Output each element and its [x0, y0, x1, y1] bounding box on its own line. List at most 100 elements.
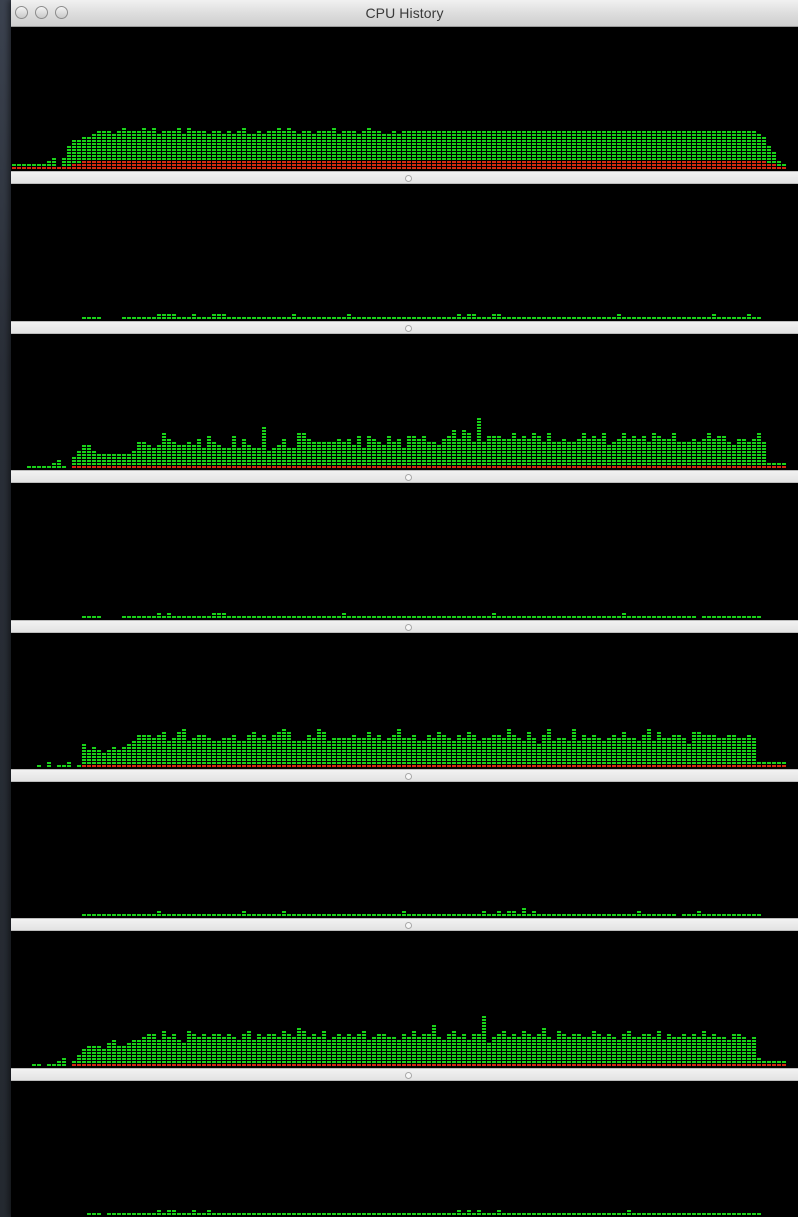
cpu-bar-core3-144	[732, 445, 736, 468]
cpu-bar-core8-118	[602, 1213, 606, 1215]
panel-splitter-3[interactable]	[11, 470, 798, 483]
cpu-bar-core3-26	[142, 442, 146, 468]
cpu-bar-core7-40	[212, 1034, 216, 1066]
cpu-bar-core1-15	[87, 137, 91, 169]
cpu-bar-core4-58	[302, 616, 306, 618]
cpu-bar-core7-39	[207, 1037, 211, 1066]
panel-splitter-2[interactable]	[11, 321, 798, 334]
cpu-bar-core8-121	[617, 1213, 621, 1215]
cpu-bar-core7-146	[742, 1037, 746, 1066]
cpu-bar-core2-72	[372, 317, 376, 319]
cpu-bar-core6-15	[87, 914, 91, 916]
cpu-bar-core5-61	[317, 729, 321, 767]
cpu-bar-core6-67	[347, 914, 351, 916]
cpu-bar-core4-108	[552, 616, 556, 618]
splitter-handle-icon[interactable]	[405, 624, 412, 631]
cpu-bar-core4-30	[162, 616, 166, 618]
splitter-handle-icon[interactable]	[405, 175, 412, 182]
cpu-bar-core8-21	[117, 1213, 121, 1215]
cpu-bar-core1-60	[312, 134, 316, 169]
cpu-bar-core4-147	[747, 616, 751, 618]
cpu-bar-core3-151	[767, 463, 771, 468]
cpu-core-chart-6	[11, 782, 798, 918]
cpu-bar-core7-106	[542, 1028, 546, 1066]
cpu-core-panel-2	[11, 184, 798, 321]
cpu-bar-core5-74	[382, 741, 386, 767]
cpu-bar-core2-64	[332, 317, 336, 319]
cpu-bar-core4-66	[342, 613, 346, 618]
cpu-bar-core3-66	[342, 442, 346, 468]
cpu-bar-core2-147	[747, 314, 751, 319]
splitter-handle-icon[interactable]	[405, 474, 412, 481]
cpu-bar-core4-132	[672, 616, 676, 618]
cpu-bar-core4-93	[477, 616, 481, 618]
cpu-bar-core2-70	[362, 317, 366, 319]
panel-splitter-1[interactable]	[11, 171, 798, 184]
panel-splitter-4[interactable]	[11, 620, 798, 633]
cpu-bar-core4-135	[687, 616, 691, 618]
cpu-bar-core6-100	[512, 911, 516, 916]
panel-splitter-5[interactable]	[11, 769, 798, 782]
cpu-bar-core4-28	[152, 616, 156, 618]
cpu-bar-core7-61	[317, 1037, 321, 1066]
cpu-bar-core5-106	[542, 735, 546, 767]
cpu-bar-core8-45	[237, 1213, 241, 1215]
cpu-bar-core1-82	[422, 131, 426, 169]
cpu-bar-core3-62	[322, 442, 326, 468]
cpu-bar-core7-84	[432, 1025, 436, 1066]
cpu-bar-core2-93	[477, 317, 481, 319]
cpu-bar-core8-35	[187, 1213, 191, 1215]
cpu-bar-core7-152	[772, 1061, 776, 1066]
splitter-handle-icon[interactable]	[405, 922, 412, 929]
cpu-bar-core1-65	[337, 134, 341, 169]
cpu-bar-core3-105	[537, 436, 541, 468]
close-window-button[interactable]	[15, 6, 28, 19]
cpu-bar-core4-55	[287, 616, 291, 618]
cpu-bar-core7-107	[547, 1037, 551, 1066]
cpu-bar-core2-82	[422, 317, 426, 319]
cpu-bar-core1-152	[772, 152, 776, 169]
panel-splitter-6[interactable]	[11, 918, 798, 931]
splitter-handle-icon[interactable]	[405, 1072, 412, 1079]
cpu-bar-core7-145	[737, 1034, 741, 1066]
cpu-bar-core8-84	[432, 1213, 436, 1215]
cpu-bar-core3-47	[247, 445, 251, 468]
minimize-window-button[interactable]	[35, 6, 48, 19]
splitter-handle-icon[interactable]	[405, 325, 412, 332]
cpu-bar-core1-70	[362, 131, 366, 169]
cpu-bar-core1-154	[782, 164, 786, 169]
cpu-bar-core8-42	[222, 1213, 226, 1215]
cpu-bar-core4-114	[582, 616, 586, 618]
cpu-bar-core7-7	[47, 1064, 51, 1066]
cpu-bar-core3-35	[187, 442, 191, 468]
cpu-bar-core4-81	[417, 616, 421, 618]
cpu-bar-core8-124	[632, 1213, 636, 1215]
cpu-bar-core8-85	[437, 1213, 441, 1215]
cpu-bar-core4-133	[677, 616, 681, 618]
cpu-bar-core8-88	[452, 1213, 456, 1215]
cpu-bar-core7-97	[497, 1034, 501, 1066]
cpu-bar-core2-111	[567, 317, 571, 319]
cpu-bar-core4-63	[327, 616, 331, 618]
cpu-bar-core7-52	[272, 1034, 276, 1066]
title-bar[interactable]: CPU History	[11, 0, 798, 27]
cpu-bar-core1-146	[742, 131, 746, 169]
cpu-bar-core8-40	[212, 1213, 216, 1215]
cpu-bar-core6-68	[352, 914, 356, 916]
cpu-bar-core3-91	[467, 433, 471, 468]
splitter-handle-icon[interactable]	[405, 773, 412, 780]
cpu-bar-core3-69	[357, 436, 361, 468]
cpu-bar-core6-49	[257, 914, 261, 916]
zoom-window-button[interactable]	[55, 6, 68, 19]
cpu-bar-core8-103	[527, 1213, 531, 1215]
panel-splitter-7[interactable]	[11, 1068, 798, 1081]
cpu-bar-core7-96	[492, 1037, 496, 1066]
cpu-bar-core1-3	[27, 164, 31, 169]
cpu-bar-core1-37	[197, 131, 201, 169]
cpu-bar-core4-31	[167, 613, 171, 618]
cpu-bar-core2-38	[202, 317, 206, 319]
cpu-bar-core6-131	[667, 914, 671, 916]
cpu-bar-core3-97	[497, 436, 501, 468]
cpu-bar-core8-16	[92, 1213, 96, 1215]
cpu-bar-core3-22	[122, 454, 126, 468]
